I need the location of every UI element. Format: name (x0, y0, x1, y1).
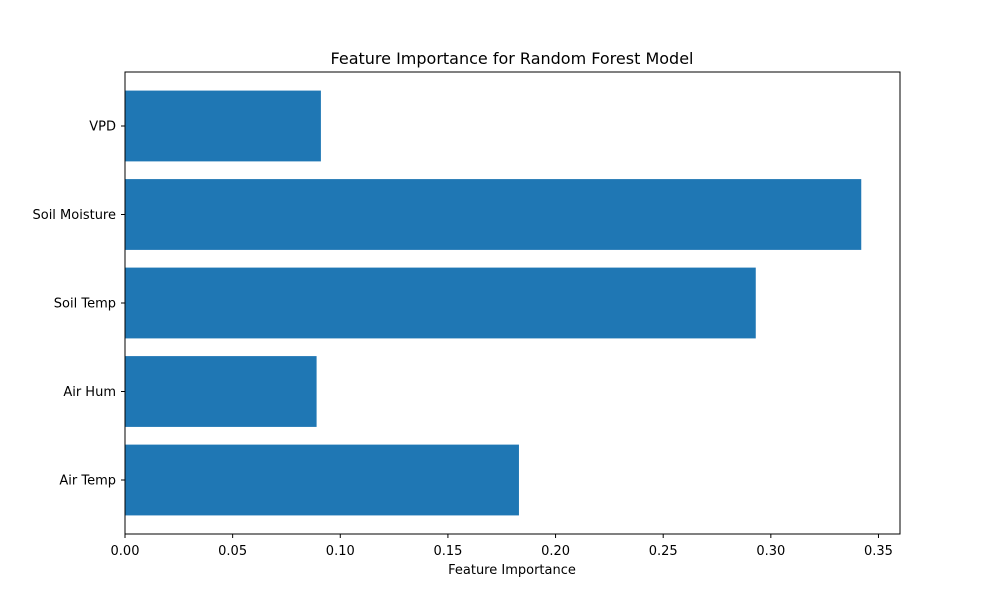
x-tick-label: 0.25 (649, 544, 678, 559)
y-tick-label: VPD (89, 119, 116, 134)
chart-title: Feature Importance for Random Forest Mod… (331, 49, 694, 68)
bar-vpd (125, 90, 321, 162)
y-tick-label: Air Temp (59, 474, 116, 489)
y-tick-label: Soil Moisture (32, 208, 116, 223)
bar-soil-moisture (125, 179, 862, 250)
x-tick-label: 0.35 (864, 544, 893, 559)
bars-group (125, 90, 862, 516)
bar-soil-temp (125, 267, 756, 339)
x-tick-label: 0.05 (218, 544, 247, 559)
y-tick-label: Air Hum (63, 385, 116, 400)
y-axis-ticks: Air Temp Air Hum Soil Temp Soil Moisture VPD (32, 119, 125, 489)
x-tick-label: 0.15 (433, 544, 462, 559)
x-tick-label: 0.00 (111, 544, 140, 559)
x-axis-label: Feature Importance (448, 563, 576, 578)
x-tick-label: 0.30 (756, 544, 785, 559)
x-tick-label: 0.10 (326, 544, 355, 559)
bar-air-hum (125, 356, 317, 427)
x-tick-label: 0.20 (541, 544, 570, 559)
bar-air-temp (125, 444, 519, 516)
x-axis-ticks: 0.00 0.05 0.10 0.15 0.20 0.25 0.30 0.35 (111, 534, 893, 559)
y-tick-label: Soil Temp (54, 297, 116, 312)
